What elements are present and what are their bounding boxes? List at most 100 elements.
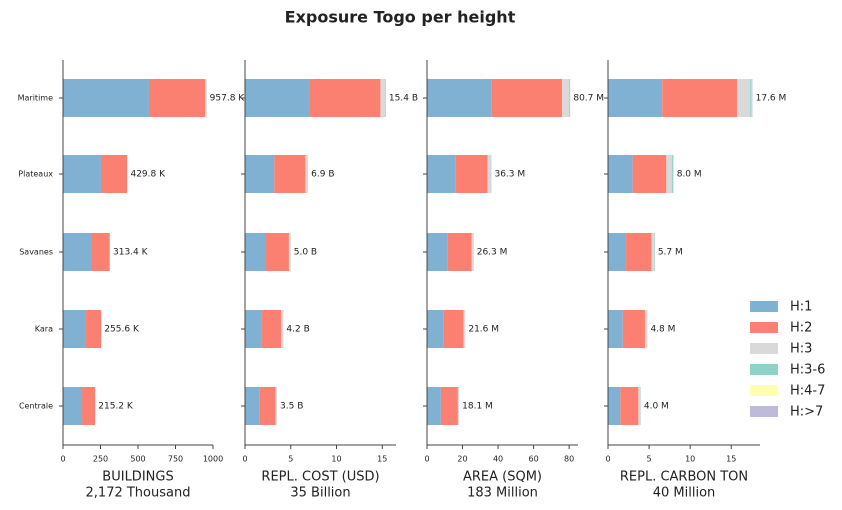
bar-segment bbox=[245, 155, 275, 193]
bar-segment bbox=[82, 387, 96, 425]
bar-segment bbox=[385, 79, 386, 117]
bar-segment bbox=[245, 387, 260, 425]
bar-segment bbox=[562, 79, 570, 117]
bar-segment bbox=[427, 387, 441, 425]
total-label: 17.6 M bbox=[756, 94, 787, 104]
bar-segment bbox=[491, 79, 563, 117]
total-label: 3.5 B bbox=[280, 402, 303, 412]
total-label: 215.2 K bbox=[98, 402, 134, 412]
bar-segment bbox=[63, 233, 92, 271]
total-label: 21.6 M bbox=[468, 325, 499, 335]
legend-label: H:4-7 bbox=[790, 384, 825, 399]
x-tick-label: 0 bbox=[60, 455, 65, 464]
x-tick-label: 80 bbox=[564, 455, 574, 464]
x-tick-label: 250 bbox=[93, 455, 108, 464]
total-label: 957.8 K bbox=[210, 94, 246, 104]
x-axis-sublabel: 183 Million bbox=[467, 486, 538, 501]
x-tick-label: 1000 bbox=[203, 455, 223, 464]
bar-segment bbox=[662, 79, 737, 117]
bar-segment bbox=[275, 387, 277, 425]
x-tick-label: 5 bbox=[288, 455, 293, 464]
bar-segment bbox=[471, 233, 474, 271]
legend-swatch bbox=[750, 364, 778, 375]
bar-segment bbox=[487, 155, 491, 193]
total-label: 8.0 M bbox=[677, 170, 702, 180]
bar-segment bbox=[447, 233, 472, 271]
bar-segment bbox=[91, 233, 110, 271]
bar-segment bbox=[626, 233, 652, 271]
legend-swatch bbox=[750, 343, 778, 354]
x-axis-label: REPL. COST (USD) bbox=[261, 470, 379, 485]
bar-segment bbox=[259, 387, 276, 425]
y-tick-label: Maritime bbox=[18, 94, 53, 103]
legend-swatch bbox=[750, 385, 778, 396]
bar-segment bbox=[380, 79, 386, 117]
bar-segment bbox=[427, 155, 456, 193]
x-tick-label: 5 bbox=[647, 455, 652, 464]
bar-segment bbox=[288, 233, 291, 271]
total-label: 255.6 K bbox=[104, 325, 140, 335]
bar-segment bbox=[245, 79, 310, 117]
total-label: 4.8 M bbox=[650, 325, 675, 335]
y-tick-label: Kara bbox=[35, 325, 53, 334]
legend-swatch bbox=[750, 301, 778, 312]
bar-segment bbox=[440, 387, 458, 425]
total-label: 4.0 M bbox=[644, 402, 669, 412]
bar-segment bbox=[569, 79, 571, 117]
x-tick-label: 15 bbox=[726, 455, 736, 464]
bar-segment bbox=[309, 79, 381, 117]
bar-segment bbox=[245, 310, 262, 348]
total-label: 26.3 M bbox=[477, 248, 508, 258]
legend-swatch bbox=[750, 322, 778, 333]
total-label: 36.3 M bbox=[494, 170, 525, 180]
x-tick-label: 750 bbox=[168, 455, 183, 464]
bar-segment bbox=[266, 233, 289, 271]
bar-segment bbox=[455, 155, 488, 193]
bar-segment bbox=[305, 155, 308, 193]
x-tick-label: 10 bbox=[331, 455, 341, 464]
bar-segment bbox=[281, 310, 283, 348]
total-label: 5.7 M bbox=[658, 248, 683, 258]
x-tick-label: 40 bbox=[493, 455, 503, 464]
bar-segment bbox=[63, 155, 101, 193]
x-axis-sublabel: 2,172 Thousand bbox=[86, 486, 191, 501]
x-tick-label: 15 bbox=[377, 455, 387, 464]
bar-segment bbox=[463, 310, 466, 348]
bar-segment bbox=[638, 387, 641, 425]
bar-segment bbox=[651, 233, 655, 271]
bar-segment bbox=[427, 233, 448, 271]
total-label: 429.8 K bbox=[130, 170, 166, 180]
bar-segment bbox=[63, 79, 149, 117]
y-tick-label: Plateaux bbox=[18, 170, 53, 179]
total-label: 18.1 M bbox=[462, 402, 493, 412]
bar-segment bbox=[622, 310, 645, 348]
total-label: 6.9 B bbox=[311, 170, 334, 180]
legend-label: H:2 bbox=[790, 321, 812, 336]
bar-segment bbox=[63, 387, 83, 425]
bar-segment bbox=[608, 310, 623, 348]
x-tick-label: 60 bbox=[528, 455, 538, 464]
x-axis-sublabel: 35 Billion bbox=[290, 486, 350, 501]
bar-segment bbox=[63, 310, 86, 348]
bar-segment bbox=[427, 79, 492, 117]
total-label: 5.0 B bbox=[294, 248, 317, 258]
bar-segment bbox=[644, 310, 648, 348]
x-tick-label: 10 bbox=[685, 455, 695, 464]
bar-segment bbox=[85, 310, 102, 348]
y-tick-label: Centrale bbox=[19, 402, 53, 411]
bar-segment bbox=[205, 79, 207, 117]
x-axis-label: AREA (SQM) bbox=[463, 470, 542, 485]
y-tick-label: Savanes bbox=[19, 248, 53, 257]
legend-label: H:>7 bbox=[790, 405, 823, 420]
bar-segment bbox=[666, 155, 673, 193]
bar-segment bbox=[608, 155, 633, 193]
bar-segment bbox=[736, 79, 751, 117]
bar-segment bbox=[100, 155, 128, 193]
x-tick-label: 20 bbox=[457, 455, 467, 464]
total-label: 15.4 B bbox=[389, 94, 418, 104]
x-axis-label: REPL. CARBON TON bbox=[620, 470, 748, 485]
bar-segment bbox=[427, 310, 444, 348]
legend-label: H:1 bbox=[790, 300, 812, 315]
bar-segment bbox=[457, 387, 459, 425]
